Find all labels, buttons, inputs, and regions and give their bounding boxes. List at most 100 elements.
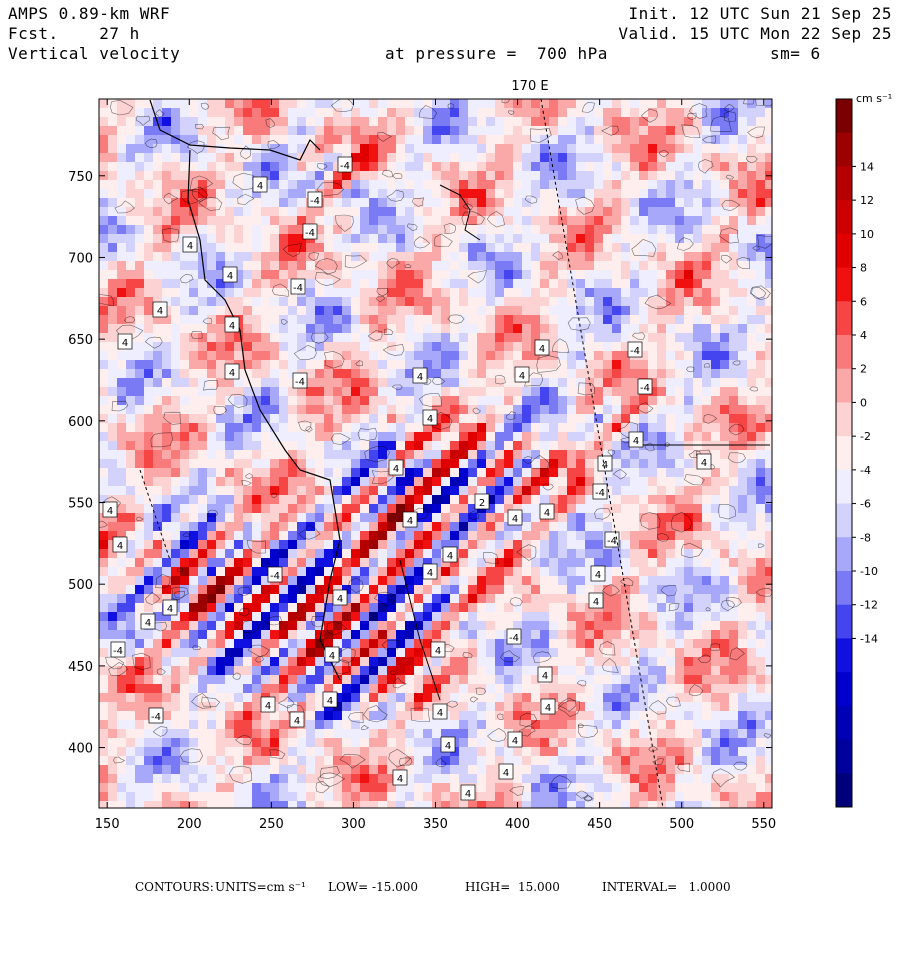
footer-low: LOW= -15.000 [328,880,418,894]
contour-label: 4 [389,460,403,475]
footer-contours: CONTOURS: [135,880,214,894]
contour-label: 4 [225,317,239,332]
contour-label: -4 [638,379,652,394]
colorbar-tick-label: 4 [860,329,867,342]
colorbar-swatch [836,402,852,436]
contour-label: 4 [515,367,529,382]
contour-label: 4 [508,510,522,525]
colorbar-tick-label: -14 [860,632,878,645]
contour-label: 4 [433,704,447,719]
contour-label: 4 [223,267,237,282]
y-tick-label: 750 [68,170,93,185]
y-tick-label: 400 [68,742,93,757]
y-tick-label: 500 [68,578,93,593]
contour-label: 4 [629,432,643,447]
contour-label: 4 [508,732,522,747]
contour-label: 4 [393,770,407,785]
colorbar-swatch [836,470,852,504]
colorbar-tick-label: 8 [860,262,867,275]
contour-label: 4 [333,590,347,605]
contour-info: CONTOURS: UNITS=cm s⁻¹ LOW= -15.000 HIGH… [0,880,900,964]
contour-label: 4 [540,504,554,519]
colorbar-swatch [836,638,852,672]
contour-label: -4 [293,373,307,388]
colorbar-swatch [836,504,852,538]
contour-label: -4 [338,157,352,172]
contour-label: 4 [441,737,455,752]
colorbar-tick-label: 14 [860,160,874,173]
contour-label: 4 [443,547,457,562]
x-tick-label: 200 [177,817,202,832]
contour-label: 4 [225,364,239,379]
x-tick-label: 300 [341,817,366,832]
contour-label: 4 [163,600,177,615]
colorbar-swatch [836,571,852,605]
contour-label: 2 [475,494,489,509]
y-tick-label: 700 [68,251,93,266]
contour-label: 4 [591,566,605,581]
colorbar-tick-label: -2 [860,430,871,443]
meridian-label: 170 E [511,79,548,94]
contour-label: 4 [541,699,555,714]
contour-label: 4 [323,692,337,707]
contour-label: 4 [325,647,339,662]
colorbar-tick-label: -10 [860,565,878,578]
colorbar-swatch [836,369,852,403]
x-tick-label: 450 [587,817,612,832]
contour-label: -4 [628,342,642,357]
contour-label: 4 [461,785,475,800]
colorbar-swatch [836,436,852,470]
colorbar-swatch [836,537,852,571]
contour-label: -4 [308,192,322,207]
contour-label: 4 [153,302,167,317]
colorbar-tick-label: -4 [860,464,871,477]
colorbar-tick-label: -6 [860,498,871,511]
contour-label: 4 [413,368,427,383]
colorbar-tick-label: -12 [860,599,878,612]
y-tick-label: 600 [68,415,93,430]
contour-label: 4 [423,410,437,425]
colorbar-swatch [836,335,852,369]
colorbar-tick-label: 10 [860,228,874,241]
contour-label: -4 [507,629,521,644]
y-tick-label: 550 [68,497,93,512]
colorbar-swatch [836,740,852,774]
colorbar-swatch [836,605,852,639]
contour-label: 4 [589,593,603,608]
contour-label: 4 [499,764,513,779]
contour-label: -4 [291,279,305,294]
contour-label: 4 [118,334,132,349]
vertical-velocity-map: 4 -4 4 4 4 4 4 4 -4 -4 -4 -4 4 4 4 4 -4 -4 4 4 4 4 2 4 4 4 -4 -4 4 4 4… [0,0,900,860]
x-tick-label: 350 [423,817,448,832]
contour-label: -4 [111,642,125,657]
contour-label: 4 [535,340,549,355]
velocity-field [95,92,775,810]
contour-label: 4 [290,712,304,727]
contour-label: 4 [697,454,711,469]
contour-label: 4 [183,237,197,252]
contour-label: 4 [113,537,127,552]
contour-label: -4 [268,567,282,582]
colorbar-swatch [836,773,852,807]
colorbar-units: cm s⁻¹ [856,92,892,105]
colorbar-swatch [836,672,852,706]
colorbar-swatch [836,301,852,335]
colorbar-swatches [836,99,852,808]
footer-units: UNITS=cm s⁻¹ [215,880,306,894]
contour-label: 4 [423,564,437,579]
contour-label: -4 [149,708,163,723]
contour-label: 4 [253,177,267,192]
x-tick-label: 400 [505,817,530,832]
y-tick-label: 450 [68,660,93,675]
contour-label: 4 [261,697,275,712]
y-tick-label: 650 [68,333,93,348]
x-tick-label: 150 [95,817,120,832]
x-tick-label: 500 [669,817,694,832]
x-tick-label: 250 [259,817,284,832]
contour-label: 4 [431,642,445,657]
colorbar-swatch [836,200,852,234]
contour-label: 4 [103,502,117,517]
x-tick-label: 550 [751,817,776,832]
